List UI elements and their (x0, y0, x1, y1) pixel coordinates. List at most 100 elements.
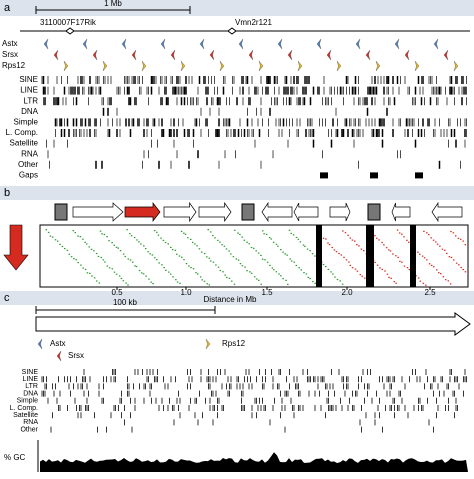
dot (285, 279, 287, 281)
dot (161, 264, 163, 266)
dot (275, 271, 278, 273)
family-icon (433, 38, 439, 50)
family-icon (82, 38, 88, 50)
dot (426, 232, 428, 234)
dot (162, 239, 165, 241)
gene-arrow (431, 201, 463, 223)
dot (203, 280, 206, 282)
dot (338, 252, 340, 255)
dot (378, 239, 380, 241)
dot (113, 244, 115, 246)
dot (174, 249, 177, 251)
family-icon (297, 60, 303, 72)
gene-arrow (35, 312, 471, 336)
dot (188, 265, 190, 267)
dot (108, 267, 111, 269)
family-icon (63, 60, 69, 72)
dot (181, 256, 183, 258)
dot (226, 276, 228, 279)
dot (362, 250, 365, 252)
dot (147, 251, 149, 253)
dot (246, 270, 248, 272)
dot (344, 232, 347, 234)
dot (433, 266, 435, 268)
scale-label: 1 Mb (104, 0, 122, 8)
dot (217, 239, 219, 241)
dot (106, 236, 108, 238)
dot (457, 237, 460, 239)
dot (265, 233, 268, 236)
dot (347, 234, 349, 236)
dot (169, 273, 172, 275)
dot (425, 284, 427, 286)
dot (444, 249, 446, 251)
family-icon (219, 60, 225, 72)
dot (455, 262, 458, 264)
dot (361, 275, 363, 277)
dot (212, 261, 215, 263)
dot (129, 233, 131, 235)
dot (390, 277, 392, 279)
dot (127, 258, 130, 260)
dot (145, 275, 147, 277)
dot (241, 236, 243, 238)
track-label: Satellite (10, 139, 39, 148)
dot (125, 282, 127, 284)
dot (207, 229, 209, 231)
dot (195, 272, 197, 274)
dot (325, 238, 327, 240)
dot (423, 257, 426, 259)
dotplot-frame (39, 224, 469, 288)
dot (244, 266, 246, 268)
dot (152, 282, 154, 285)
dot (141, 272, 143, 274)
dot (458, 264, 460, 266)
dot (134, 265, 136, 267)
dot (228, 250, 230, 252)
dot (124, 255, 126, 258)
dot (225, 248, 228, 250)
dot (246, 241, 248, 243)
dot (419, 253, 421, 255)
dot (441, 248, 444, 250)
track-label: Other (20, 426, 38, 433)
family-icon (443, 49, 449, 61)
dot (448, 256, 451, 258)
dot (336, 278, 339, 281)
dot (176, 281, 179, 283)
dot (101, 233, 103, 235)
red-arrow (3, 224, 29, 271)
gene-arrow (261, 201, 293, 223)
dot (106, 265, 109, 267)
dot (136, 239, 138, 241)
family-icon (394, 38, 400, 50)
panel-label: c (4, 292, 10, 304)
dot (376, 264, 379, 266)
dot (91, 275, 93, 277)
dot (437, 272, 440, 274)
dot (348, 261, 350, 263)
dot (135, 265, 138, 268)
dot (295, 236, 298, 239)
dot (176, 253, 178, 255)
dot (102, 259, 105, 261)
dot (354, 268, 357, 270)
dot (335, 251, 338, 253)
dot (209, 231, 212, 233)
dot (93, 250, 95, 252)
track-label: LINE (22, 376, 38, 383)
dot (322, 237, 325, 239)
gap-bar (316, 225, 322, 287)
dot (51, 236, 54, 238)
dot (167, 243, 170, 245)
dot (450, 256, 453, 259)
dot (199, 276, 202, 278)
family-icon (43, 38, 49, 50)
family-icon (326, 49, 332, 61)
track-label: Satellite (13, 412, 38, 419)
dot (194, 243, 196, 245)
dot (444, 279, 447, 281)
dot (201, 279, 203, 281)
dot (190, 266, 192, 269)
family-icon (131, 49, 137, 61)
